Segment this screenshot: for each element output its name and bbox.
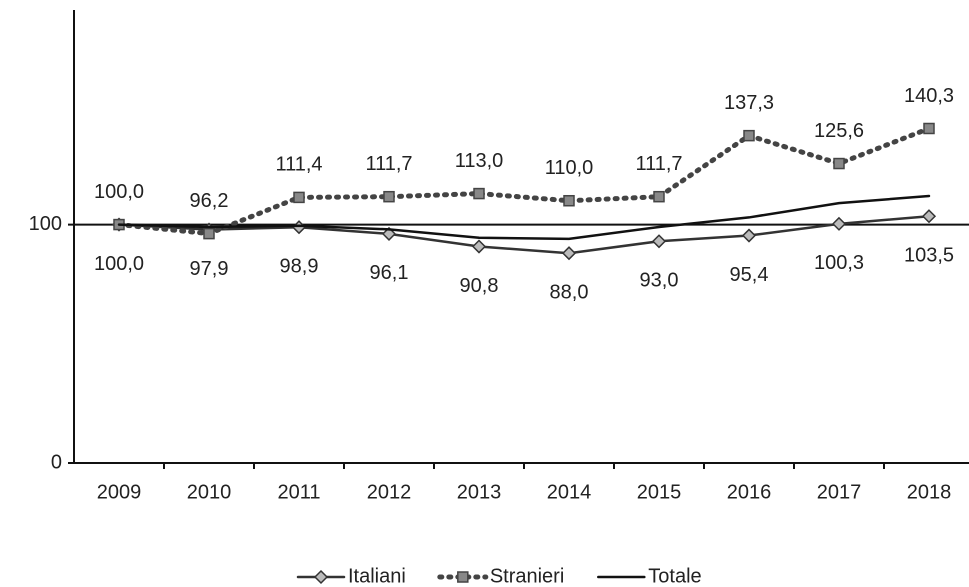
data-label: 90,8 — [460, 275, 499, 297]
x-tick-label: 2011 — [277, 481, 320, 503]
data-label: 96,1 — [370, 262, 409, 284]
point-marker — [743, 129, 755, 142]
data-label: 111,4 — [275, 154, 322, 176]
x-tick-label: 2015 — [637, 481, 682, 503]
data-label: 140,3 — [904, 85, 954, 107]
point-marker — [923, 122, 935, 135]
legend-label: Italiani — [348, 565, 406, 587]
point-marker — [203, 227, 215, 240]
legend-marker — [457, 571, 469, 583]
legend-label: Totale — [648, 565, 701, 587]
series-line — [117, 214, 931, 255]
data-label: 96,2 — [190, 190, 229, 212]
data-label: 97,9 — [190, 258, 229, 280]
y-tick-label: 0 — [51, 451, 62, 473]
series-line — [117, 194, 931, 241]
data-label: 111,7 — [635, 153, 682, 175]
x-tick-label: 2018 — [907, 481, 952, 503]
data-label: 125,6 — [814, 120, 864, 142]
data-label: 88,0 — [550, 281, 589, 303]
point-marker — [833, 157, 845, 170]
point-marker — [921, 209, 937, 224]
point-marker — [471, 239, 487, 254]
point-marker — [651, 234, 667, 249]
x-tick-label: 2012 — [367, 481, 412, 503]
point-marker — [383, 190, 395, 203]
data-label: 95,4 — [730, 264, 769, 286]
legend-marker — [313, 569, 329, 585]
point-marker — [381, 226, 397, 241]
point-marker — [561, 246, 577, 261]
data-label: 93,0 — [640, 270, 679, 292]
legend-label: Stranieri — [490, 565, 564, 587]
point-marker — [563, 194, 575, 207]
data-label: 103,5 — [904, 245, 954, 267]
data-label: 98,9 — [280, 255, 319, 277]
point-marker — [473, 187, 485, 200]
x-tick-label: 2013 — [457, 481, 502, 503]
point-marker — [653, 190, 665, 203]
x-tick-label: 2014 — [547, 481, 592, 503]
data-label: 100,0 — [94, 181, 144, 203]
point-marker — [293, 191, 305, 204]
x-tick-label: 2016 — [727, 481, 772, 503]
y-tick-label: 100 — [29, 213, 62, 235]
x-tick-label: 2010 — [187, 481, 232, 503]
series-line — [116, 125, 932, 237]
data-label: 113,0 — [455, 150, 504, 172]
point-marker — [291, 220, 307, 235]
data-label: 110,0 — [545, 157, 594, 179]
data-label: 100,3 — [814, 252, 864, 274]
point-marker — [741, 228, 757, 243]
data-label: 111,7 — [365, 153, 412, 175]
data-label: 100,0 — [94, 253, 144, 275]
x-tick-label: 2017 — [817, 481, 862, 503]
x-tick-label: 2009 — [97, 481, 142, 503]
point-marker — [831, 216, 847, 231]
data-label: 137,3 — [724, 92, 774, 114]
